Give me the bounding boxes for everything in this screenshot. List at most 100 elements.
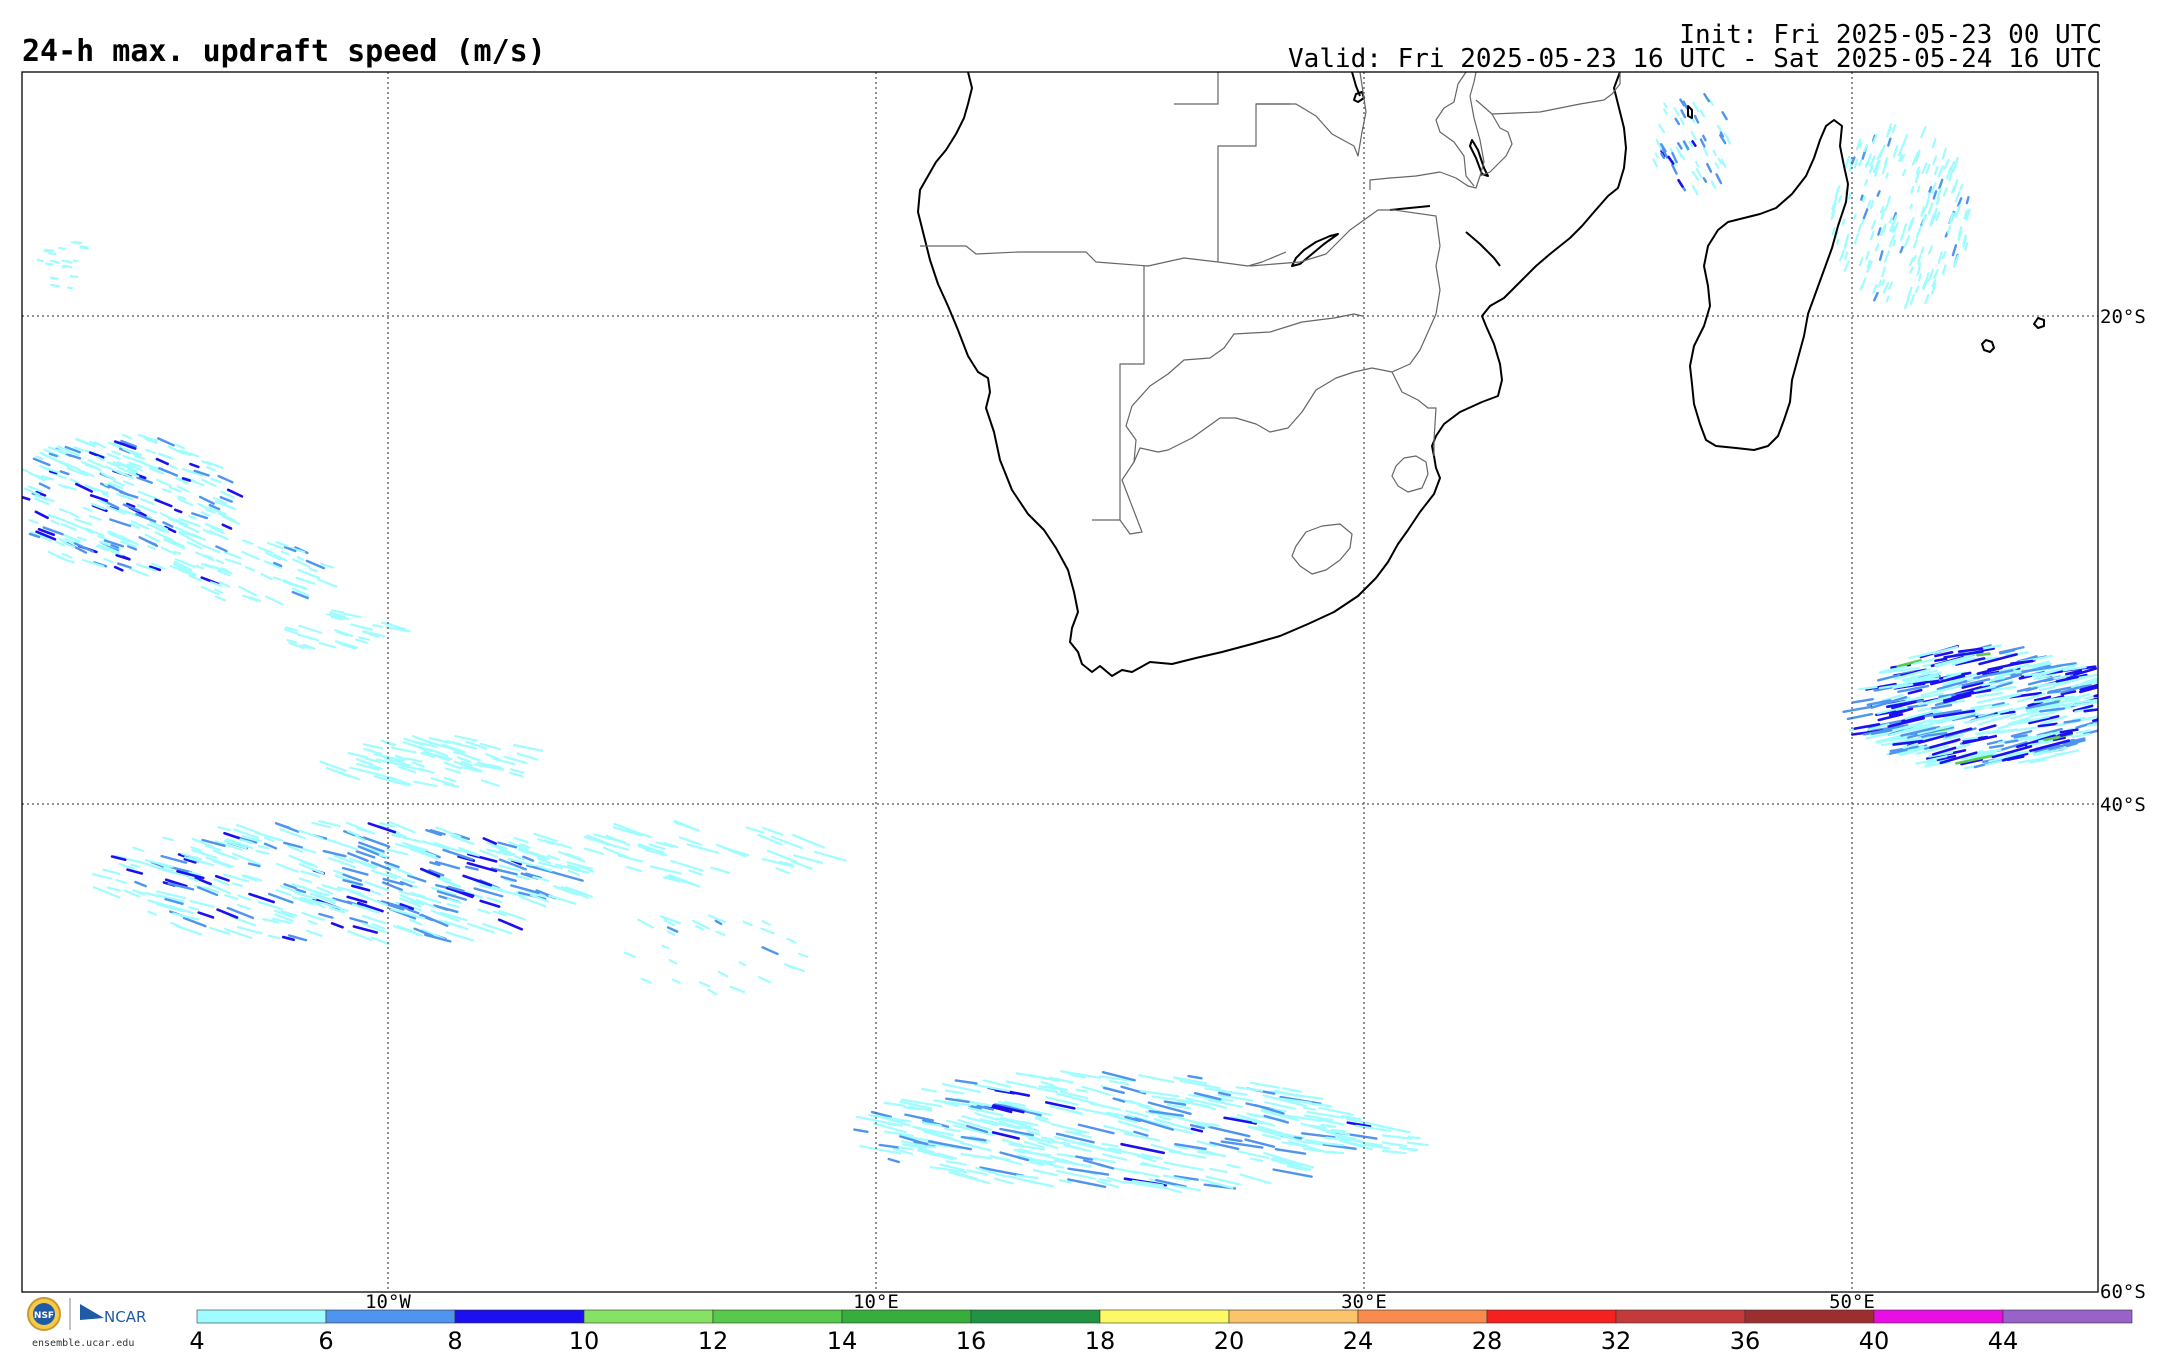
updraft-streak	[42, 526, 64, 536]
updraft-streak	[458, 849, 481, 857]
updraft-streak	[1125, 1109, 1149, 1118]
updraft-streak	[23, 487, 41, 496]
updraft-streak	[274, 821, 300, 833]
updraft-streak	[1096, 1162, 1115, 1170]
updraft-streak	[413, 740, 439, 748]
updraft-streak	[1896, 659, 1922, 668]
updraft-streak	[1099, 1075, 1134, 1082]
updraft-streak	[28, 519, 39, 525]
updraft-streak	[74, 240, 83, 244]
updraft-streak	[1842, 705, 1872, 713]
updraft-streak	[197, 886, 219, 897]
updraft-streak	[328, 857, 356, 869]
updraft-streak	[282, 580, 297, 588]
updraft-streak	[34, 497, 50, 506]
updraft-streak	[1952, 254, 1960, 268]
updraft-streak	[198, 495, 215, 505]
updraft-streak	[2009, 659, 2034, 666]
updraft-streak	[247, 862, 261, 868]
updraft-streak	[370, 869, 398, 880]
updraft-streak	[1873, 291, 1879, 302]
updraft-streak	[1883, 250, 1890, 263]
updraft-streak	[162, 836, 174, 842]
updraft-streak	[215, 559, 225, 565]
updraft-streak	[280, 910, 298, 917]
updraft-streak	[2071, 716, 2086, 721]
colorbar-swatch	[1486, 1309, 1617, 1324]
updraft-streak	[1251, 1126, 1295, 1138]
updraft-streak	[1281, 1141, 1309, 1148]
updraft-streak	[957, 1118, 993, 1132]
graticule	[22, 72, 2098, 1292]
updraft-streak	[1900, 154, 1906, 162]
updraft-streak	[255, 849, 270, 855]
updraft-streak	[220, 567, 229, 573]
updraft-streak	[935, 1099, 948, 1104]
updraft-streak	[1147, 1101, 1192, 1116]
updraft-streak	[2071, 732, 2091, 739]
updraft-streak	[1355, 1124, 1392, 1133]
updraft-streak	[134, 454, 146, 460]
updraft-streak	[1869, 155, 1876, 167]
updraft-streak	[738, 961, 747, 967]
updraft-streak	[1032, 1169, 1059, 1177]
updraft-streak	[524, 889, 546, 898]
updraft-streak	[382, 881, 403, 892]
updraft-streak	[155, 457, 170, 466]
updraft-streak	[2046, 690, 2062, 695]
updraft-streak	[329, 907, 346, 914]
lesotho	[1291, 523, 1353, 575]
updraft-streak	[158, 467, 179, 477]
updraft-streak	[359, 759, 374, 766]
updraft-streak	[167, 882, 195, 891]
updraft-streak	[2017, 758, 2042, 764]
updraft-streak	[1077, 1123, 1115, 1135]
colorbar-tick-label: 10	[569, 1327, 600, 1354]
updraft-streak	[147, 545, 156, 550]
updraft-streak	[1957, 230, 1963, 242]
updraft-streak	[1682, 100, 1689, 110]
updraft-streak	[101, 492, 110, 498]
updraft-streak	[1677, 178, 1684, 188]
updraft-streak	[1848, 163, 1853, 172]
updraft-streak	[279, 828, 306, 839]
updraft-streak	[76, 536, 87, 542]
updraft-streak	[358, 860, 379, 868]
updraft-streak	[1878, 682, 1909, 690]
updraft-streak	[668, 958, 678, 965]
updraft-streak	[899, 1100, 933, 1110]
updraft-streak	[372, 624, 384, 629]
updraft-streak	[61, 552, 73, 559]
updraft-streak	[1053, 1135, 1096, 1149]
updraft-streak	[1675, 146, 1683, 158]
updraft-streak	[445, 931, 475, 942]
lake-victoria	[1353, 91, 1365, 103]
updraft-streak	[1936, 679, 1968, 691]
updraft-streak	[380, 900, 409, 910]
updraft-streak	[2028, 714, 2060, 725]
updraft-streak	[1692, 101, 1700, 113]
updraft-streak	[120, 535, 139, 546]
updraft-streak	[1112, 1097, 1126, 1103]
updraft-streak	[1881, 266, 1886, 278]
updraft-streak	[136, 504, 158, 514]
updraft-streak	[232, 852, 262, 866]
updraft-streak	[1872, 284, 1878, 294]
updraft-streak	[217, 474, 234, 484]
updraft-streak	[1710, 180, 1717, 189]
updraft-streak	[394, 754, 407, 761]
updraft-streak	[447, 885, 465, 893]
updraft-streak	[355, 638, 368, 644]
updraft-streak	[466, 922, 495, 934]
updraft-streak	[443, 776, 457, 783]
updraft-streak	[1060, 1158, 1079, 1166]
updraft-streak	[125, 502, 136, 508]
updraft-streak	[1136, 1154, 1157, 1163]
country-borders	[920, 71, 1621, 575]
updraft-streak	[399, 880, 413, 888]
updraft-streak	[945, 1160, 968, 1166]
updraft-streak	[106, 453, 121, 460]
updraft-streak	[1688, 140, 1694, 148]
updraft-streak	[1712, 149, 1717, 157]
updraft-streak	[979, 1118, 1022, 1130]
